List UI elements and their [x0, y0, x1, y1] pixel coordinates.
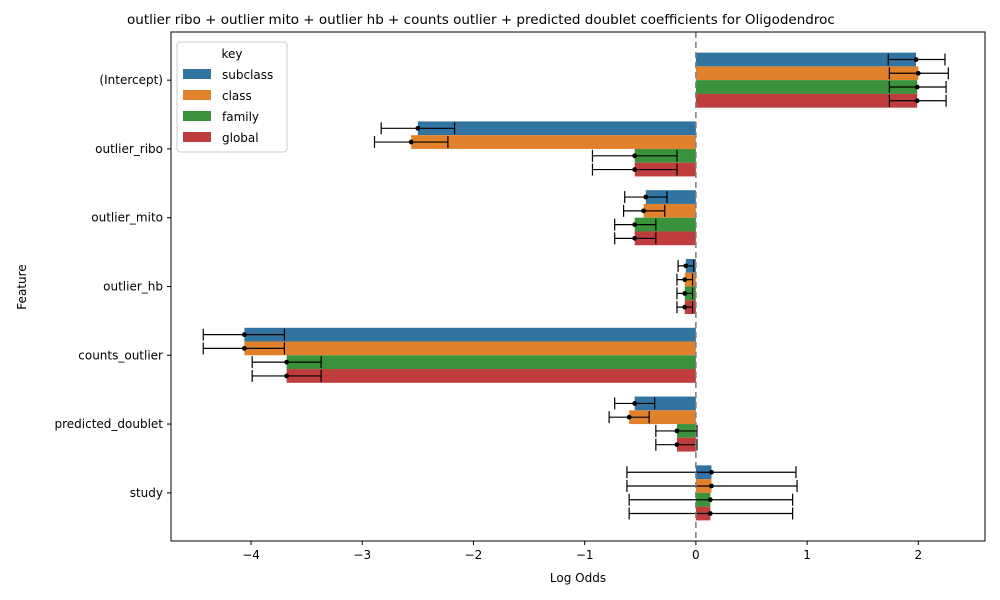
legend-label-subclass: subclass — [222, 68, 273, 82]
bar-subclass-2 — [645, 190, 696, 204]
legend-swatch-global — [183, 132, 211, 142]
y-tick-label: (Intercept) — [99, 73, 163, 87]
bar-family-2 — [634, 217, 696, 232]
bar-class-1 — [411, 135, 696, 149]
legend: key subclass class family global — [176, 41, 288, 153]
estimate-point-subclass-4 — [241, 332, 247, 338]
bar-subclass-5 — [634, 396, 696, 411]
estimate-point-family-4 — [284, 359, 290, 365]
bar-class-5 — [629, 410, 696, 425]
estimate-point-global-4 — [284, 373, 290, 379]
y-tick-label: counts_outlier — [78, 348, 163, 362]
x-tick-label: −2 — [465, 548, 483, 562]
estimate-point-global-1 — [632, 167, 638, 172]
x-tick-label: 0 — [692, 548, 700, 562]
estimate-point-family-5 — [674, 428, 680, 434]
bar-global-4 — [286, 369, 696, 383]
x-tick-label: 1 — [803, 548, 811, 562]
estimate-point-class-4 — [241, 346, 247, 351]
bar-subclass-0 — [695, 52, 917, 67]
estimate-point-class-1 — [408, 139, 414, 145]
chart-title: outlier ribo + outlier mito + outlier hb… — [127, 12, 835, 28]
estimate-point-subclass-1 — [415, 125, 421, 131]
legend-swatch-family — [183, 111, 211, 121]
bar-family-0 — [695, 80, 918, 94]
estimate-point-family-6 — [707, 497, 713, 503]
estimate-point-subclass-2 — [643, 194, 649, 200]
estimate-point-class-6 — [709, 483, 714, 489]
y-tick-label: predicted_doublet — [54, 417, 163, 431]
bar-subclass-4 — [244, 327, 696, 342]
estimate-point-class-3 — [682, 277, 688, 283]
estimate-point-global-0 — [914, 98, 920, 104]
y-tick-label: outlier_hb — [103, 280, 163, 294]
x-tick-label: −1 — [576, 548, 594, 562]
x-axis: −4 −3 −2 −1 0 1 2 — [242, 541, 922, 562]
estimate-point-subclass-0 — [913, 57, 919, 62]
x-axis-label: Log Odds — [550, 571, 606, 585]
bar-subclass-1 — [417, 121, 696, 136]
estimate-point-global-6 — [707, 511, 713, 516]
bar-class-4 — [244, 341, 696, 356]
legend-swatch-subclass — [183, 69, 211, 79]
legend-label-global: global — [222, 131, 259, 145]
error-bars-layer — [202, 53, 949, 520]
x-tick-label: −3 — [353, 548, 371, 562]
estimate-point-family-2 — [632, 222, 638, 227]
estimate-point-global-3 — [682, 304, 688, 310]
estimate-point-class-5 — [626, 414, 632, 420]
legend-title: key — [221, 47, 242, 61]
estimate-point-family-1 — [632, 153, 638, 159]
estimate-point-global-5 — [674, 442, 680, 448]
bar-family-4 — [286, 355, 696, 370]
x-tick-label: −4 — [242, 548, 260, 562]
plot-frame — [170, 31, 986, 542]
estimate-point-subclass-3 — [683, 263, 689, 269]
estimate-point-family-0 — [914, 84, 920, 90]
estimate-point-global-2 — [632, 235, 638, 241]
estimate-point-subclass-6 — [709, 469, 714, 475]
estimate-point-class-2 — [641, 208, 647, 214]
estimate-point-subclass-5 — [632, 401, 638, 406]
estimate-point-family-3 — [682, 290, 688, 296]
bar-class-0 — [695, 66, 919, 81]
x-tick-label: 2 — [914, 548, 922, 562]
y-tick-label: study — [130, 486, 163, 500]
bar-class-2 — [643, 203, 696, 218]
legend-label-family: family — [222, 110, 259, 124]
bars-layer — [244, 52, 919, 521]
y-tick-label: outlier_ribo — [95, 142, 163, 156]
estimate-point-class-0 — [915, 70, 921, 76]
legend-swatch-class — [183, 90, 211, 100]
y-axis: (Intercept) outlier_ribo outlier_mitooutli… — [54, 73, 171, 500]
legend-label-class: class — [222, 89, 252, 103]
y-axis-label: Feature — [15, 264, 29, 309]
bar-global-0 — [695, 93, 918, 108]
y-tick-label: outlier_mito — [91, 211, 163, 225]
bar-global-2 — [634, 231, 696, 246]
